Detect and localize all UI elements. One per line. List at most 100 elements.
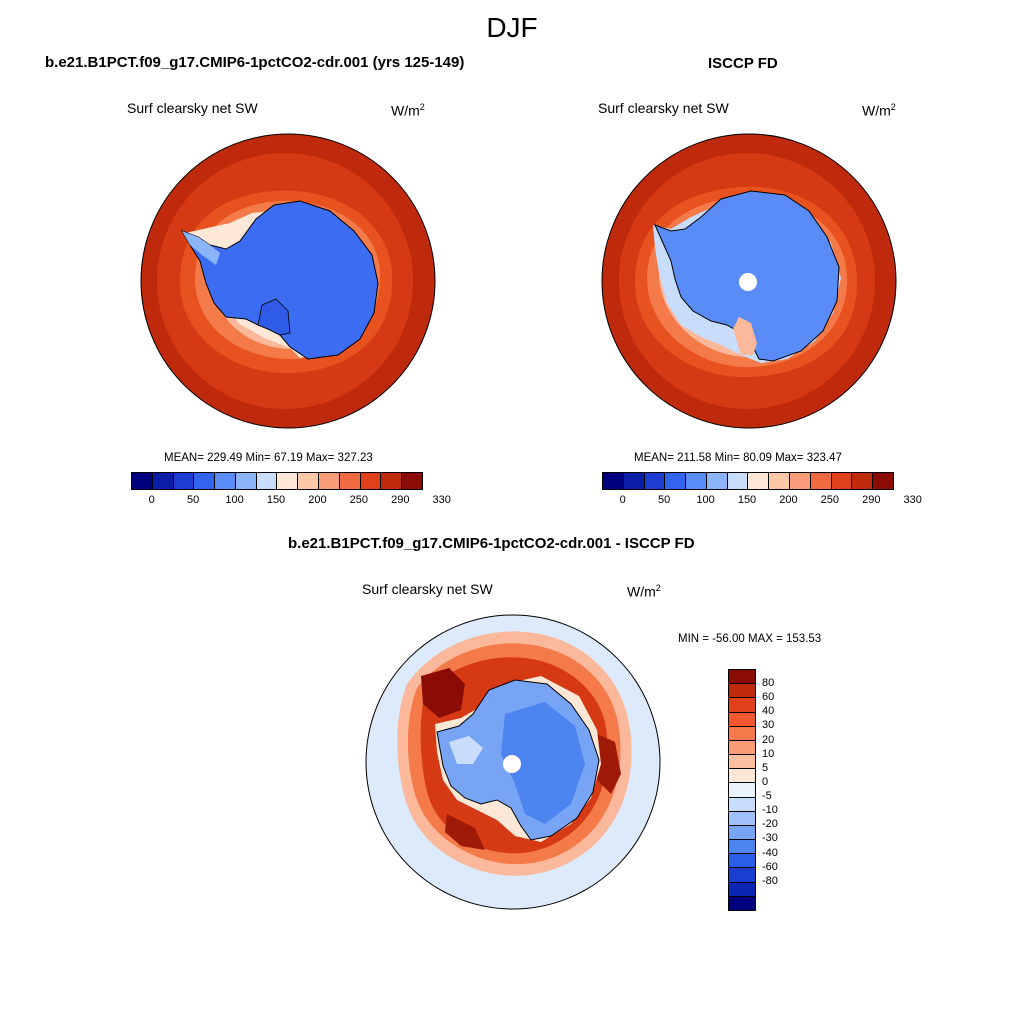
- diff-interior-cool: [501, 702, 585, 824]
- colorbar-swatch: [729, 868, 755, 883]
- colorbar-swatch: [729, 854, 755, 869]
- colorbar-swatch: [729, 840, 755, 855]
- model-panel-title: b.e21.B1PCT.f09_g17.CMIP6-1pctCO2-cdr.00…: [45, 54, 465, 71]
- colorbar-tick-label: 290: [391, 494, 410, 506]
- diff-panel-title: b.e21.B1PCT.f09_g17.CMIP6-1pctCO2-cdr.00…: [288, 535, 695, 552]
- model-colorbar-ticks: 0 50 100 150 200 250 290 330: [131, 494, 451, 508]
- diff-polar-map: [365, 614, 661, 910]
- colorbar-swatch: [215, 473, 236, 489]
- colorbar-tick-label: 330: [432, 494, 451, 506]
- colorbar-swatch: [729, 797, 755, 812]
- colorbar-swatch: [729, 896, 755, 910]
- colorbar-swatch: [173, 473, 195, 489]
- colorbar-swatch: [729, 726, 755, 741]
- colorbar-tick-label: 40: [762, 705, 775, 718]
- colorbar-swatch: [360, 473, 382, 489]
- obs-ross-ice: [733, 317, 757, 355]
- colorbar-tick-label: 10: [762, 747, 775, 760]
- colorbar-tick-label: 330: [903, 494, 922, 506]
- model-units-label: W/m2: [391, 102, 425, 119]
- model-stats-text: MEAN= 229.49 Min= 67.19 Max= 327.23: [164, 452, 373, 464]
- obs-variable-label: Surf clearsky net SW: [598, 100, 729, 116]
- colorbar-swatch: [402, 473, 422, 489]
- diff-max-patch-3: [445, 814, 485, 850]
- colorbar-tick-label: 200: [779, 494, 798, 506]
- colorbar-tick-label: 150: [737, 494, 757, 506]
- colorbar-swatch: [319, 473, 340, 489]
- colorbar-swatch: [381, 473, 403, 489]
- colorbar-tick-label: 30: [762, 719, 775, 732]
- colorbar-swatch: [729, 755, 755, 770]
- obs-units-label: W/m2: [862, 102, 896, 119]
- obs-colorbar: [602, 472, 894, 490]
- colorbar-tick-label: 100: [696, 494, 715, 506]
- colorbar-swatch: [810, 473, 832, 489]
- colorbar-swatch: [686, 473, 707, 489]
- obs-pole-hole: [739, 273, 757, 291]
- diff-colorbar-ticks: 80 60 40 30 20 10 5 0 -5 -10 -20 -30 -40 -60 -80: [762, 669, 802, 909]
- colorbar-swatch: [873, 473, 893, 489]
- obs-panel-title: ISCCP FD: [708, 55, 778, 72]
- obs-polar-map: [601, 133, 897, 429]
- colorbar-tick-label: 150: [266, 494, 286, 506]
- colorbar-swatch: [644, 473, 666, 489]
- colorbar-swatch: [748, 473, 770, 489]
- colorbar-swatch: [729, 882, 755, 897]
- model-colorbar: [131, 472, 423, 490]
- colorbar-tick-label: -5: [762, 790, 772, 803]
- colorbar-swatch: [256, 473, 278, 489]
- colorbar-tick-label: 60: [762, 691, 775, 704]
- colorbar-swatch: [623, 473, 645, 489]
- diff-stats-text: MIN = -56.00 MAX = 153.53: [678, 633, 822, 645]
- colorbar-tick-label: -10: [762, 804, 778, 817]
- diff-peninsula-cool: [449, 736, 483, 764]
- colorbar-swatch: [706, 473, 728, 489]
- colorbar-tick-label: -60: [762, 860, 778, 873]
- diff-max-patch-2: [597, 734, 621, 794]
- colorbar-swatch: [194, 473, 216, 489]
- colorbar-tick-label: -20: [762, 818, 778, 831]
- colorbar-swatch: [132, 473, 153, 489]
- colorbar-swatch: [729, 698, 755, 713]
- colorbar-tick-label: 0: [148, 494, 155, 506]
- colorbar-swatch: [665, 473, 687, 489]
- colorbar-swatch: [831, 473, 853, 489]
- colorbar-swatch: [603, 473, 624, 489]
- diff-pole-hole: [503, 755, 521, 773]
- colorbar-swatch: [729, 825, 755, 841]
- colorbar-tick-label: -30: [762, 832, 778, 845]
- diff-max-patch-1: [421, 668, 465, 718]
- colorbar-tick-label: 0: [619, 494, 626, 506]
- figure-title: DJF: [486, 12, 538, 43]
- diff-variable-label: Surf clearsky net SW: [362, 581, 493, 597]
- colorbar-swatch: [729, 712, 755, 727]
- colorbar-swatch: [339, 473, 361, 489]
- colorbar-swatch: [769, 473, 791, 489]
- colorbar-swatch: [152, 473, 174, 489]
- colorbar-tick-label: -80: [762, 874, 778, 887]
- colorbar-swatch: [727, 473, 749, 489]
- colorbar-swatch: [729, 783, 755, 798]
- colorbar-swatch: [729, 684, 755, 699]
- colorbar-swatch: [729, 670, 755, 685]
- colorbar-swatch: [729, 740, 755, 756]
- obs-colorbar-ticks: 0 50 100 150 200 250 290 330: [602, 494, 922, 508]
- colorbar-tick-label: 100: [225, 494, 244, 506]
- colorbar-tick-label: 250: [820, 494, 840, 506]
- obs-stats-text: MEAN= 211.58 Min= 80.09 Max= 323.47: [634, 452, 842, 464]
- colorbar-tick-label: 290: [862, 494, 881, 506]
- colorbar-swatch: [235, 473, 257, 489]
- colorbar-tick-label: 20: [762, 733, 775, 746]
- colorbar-tick-label: 5: [762, 761, 769, 774]
- colorbar-swatch: [852, 473, 874, 489]
- model-antarctica: [180, 200, 379, 360]
- colorbar-tick-label: 50: [658, 494, 671, 506]
- colorbar-swatch: [277, 473, 299, 489]
- colorbar-swatch: [790, 473, 811, 489]
- diff-units-label: W/m2: [627, 583, 661, 600]
- colorbar-tick-label: 200: [308, 494, 327, 506]
- colorbar-swatch: [729, 769, 755, 784]
- colorbar-tick-label: 80: [762, 677, 775, 690]
- colorbar-tick-label: 0: [762, 775, 769, 788]
- model-ross-sea-notch: [257, 298, 291, 336]
